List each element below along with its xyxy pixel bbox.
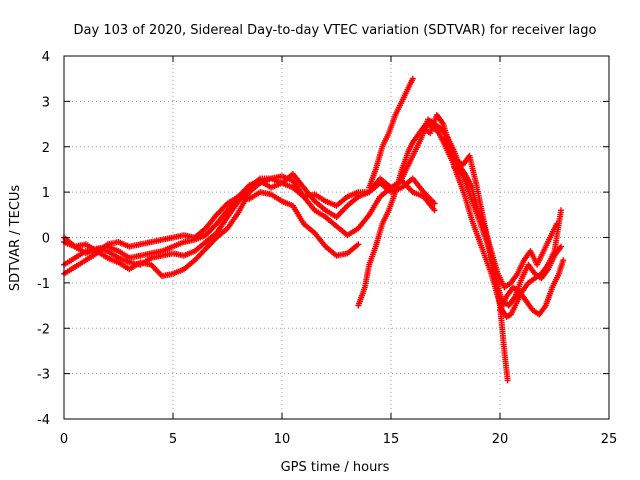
series-trace-j	[451, 164, 475, 191]
data-point	[558, 207, 564, 214]
y-tick-label: 1	[42, 186, 50, 201]
data-point	[553, 220, 560, 227]
data-point	[409, 75, 416, 82]
series-trace-c	[61, 189, 362, 277]
data-point	[355, 241, 362, 248]
x-tick-label: 10	[274, 432, 291, 447]
x-tick-label: 0	[60, 432, 68, 447]
data-point	[431, 200, 438, 207]
data-point	[388, 184, 394, 191]
series-trace-e	[355, 121, 564, 320]
y-tick-label: -1	[37, 277, 50, 292]
data-marks	[61, 75, 567, 384]
data-point	[558, 243, 564, 250]
data-point	[504, 377, 511, 384]
data-point	[560, 257, 567, 264]
y-tick-label: -3	[37, 368, 50, 383]
y-tick-label: 2	[42, 141, 50, 156]
series-trace-i	[442, 134, 560, 291]
y-axis-label: SDTVAR / TECUs	[8, 185, 23, 292]
series-trace-k	[497, 257, 567, 318]
series-trace-d	[61, 175, 394, 268]
y-tick-label: -4	[37, 413, 50, 428]
x-tick-label: 5	[169, 432, 177, 447]
axis-ticks: 0 5 10 15 20 25 -4 -3 -2 -1 0 1 2 3 4	[37, 50, 617, 447]
chart-title: Day 103 of 2020, Sidereal Day-to-day VTE…	[74, 23, 597, 38]
y-tick-label: 3	[42, 95, 50, 110]
y-tick-label: 4	[42, 50, 50, 65]
y-tick-label: -2	[37, 322, 50, 337]
x-tick-label: 20	[492, 432, 509, 447]
series-trace-f	[366, 75, 416, 191]
data-point	[431, 207, 438, 214]
x-tick-label: 15	[383, 432, 400, 447]
x-axis-label: GPS time / hours	[281, 460, 390, 475]
y-tick-label: 0	[42, 232, 50, 247]
grid-layer	[64, 56, 609, 419]
x-tick-label: 25	[601, 432, 618, 447]
data-point	[468, 184, 475, 191]
